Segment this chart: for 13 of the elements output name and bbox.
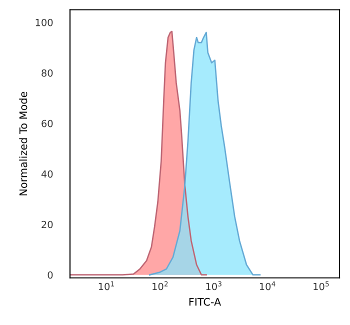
y-axis-title: Normalized To Mode xyxy=(19,92,28,196)
y-tick-label: 40 xyxy=(41,170,53,178)
y-tick-label: 20 xyxy=(42,220,53,228)
x-axis-title: FITC-A xyxy=(189,298,222,306)
y-tick-label: 80 xyxy=(42,69,53,77)
y-tick-label: 100 xyxy=(36,18,53,26)
x-tick-label: 10$^{1}$ xyxy=(98,281,114,290)
y-tick-label: 60 xyxy=(42,120,53,128)
x-tick-label: 10$^{5}$ xyxy=(314,281,329,290)
x-tick-label: 10$^{4}$ xyxy=(260,281,276,290)
x-tick-label: 10$^{3}$ xyxy=(206,281,222,290)
x-tick-label: 10$^{2}$ xyxy=(152,281,168,290)
y-tick-label: 0 xyxy=(48,271,53,279)
